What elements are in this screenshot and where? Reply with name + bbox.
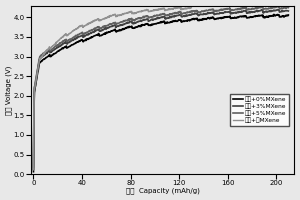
石墨+喷MXene xyxy=(60,37,63,39)
石墨+5%MXene xyxy=(147,17,151,19)
石墨+5%MXene xyxy=(202,10,206,12)
石墨+3%MXene xyxy=(182,15,185,17)
石墨+5%MXene xyxy=(97,25,101,28)
石墨+喷MXene xyxy=(72,29,76,31)
石墨+0%MXene xyxy=(32,171,35,173)
石墨+5%MXene xyxy=(286,6,290,9)
Line: 石墨+3%MXene: 石墨+3%MXene xyxy=(34,10,288,169)
石墨+0%MXene xyxy=(286,14,290,16)
Y-axis label: 电压 Voltage (V): 电压 Voltage (V) xyxy=(6,65,12,115)
石墨+0%MXene xyxy=(77,40,80,42)
X-axis label: 容量  Capacity (mAh/g): 容量 Capacity (mAh/g) xyxy=(126,188,200,194)
石墨+3%MXene xyxy=(276,8,280,11)
石墨+3%MXene xyxy=(224,11,227,14)
石墨+5%MXene xyxy=(182,12,185,14)
石墨+喷MXene xyxy=(179,6,182,8)
石墨+3%MXene xyxy=(77,35,80,38)
石墨+0%MXene xyxy=(147,24,151,26)
石墨+3%MXene xyxy=(202,13,206,16)
石墨+喷MXene xyxy=(125,12,128,14)
Line: 石墨+喷MXene: 石墨+喷MXene xyxy=(34,7,191,170)
Legend: 石墨+0%MXene, 石墨+3%MXene, 石墨+5%MXene, 石墨+喷MXene: 石墨+0%MXene, 石墨+3%MXene, 石墨+5%MXene, 石墨+喷… xyxy=(230,94,289,126)
石墨+喷MXene xyxy=(103,18,107,20)
石墨+0%MXene xyxy=(272,13,276,16)
石墨+3%MXene xyxy=(147,20,151,22)
石墨+5%MXene xyxy=(224,8,227,10)
石墨+0%MXene xyxy=(97,33,101,35)
石墨+喷MXene xyxy=(137,11,141,13)
石墨+5%MXene xyxy=(32,166,35,168)
石墨+5%MXene xyxy=(261,5,264,8)
石墨+喷MXene xyxy=(190,7,193,9)
Line: 石墨+0%MXene: 石墨+0%MXene xyxy=(34,14,288,172)
石墨+3%MXene xyxy=(97,28,101,30)
石墨+0%MXene xyxy=(202,18,206,21)
石墨+喷MXene xyxy=(32,169,35,171)
石墨+0%MXene xyxy=(224,16,227,18)
石墨+喷MXene xyxy=(151,10,154,12)
石墨+3%MXene xyxy=(286,10,290,12)
Line: 石墨+5%MXene: 石墨+5%MXene xyxy=(34,6,288,167)
石墨+5%MXene xyxy=(77,33,80,36)
石墨+3%MXene xyxy=(32,168,35,170)
石墨+0%MXene xyxy=(182,20,185,22)
